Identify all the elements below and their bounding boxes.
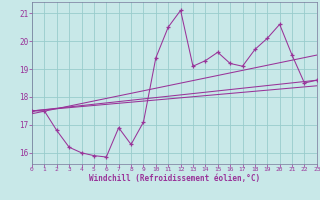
X-axis label: Windchill (Refroidissement éolien,°C): Windchill (Refroidissement éolien,°C) [89,174,260,183]
